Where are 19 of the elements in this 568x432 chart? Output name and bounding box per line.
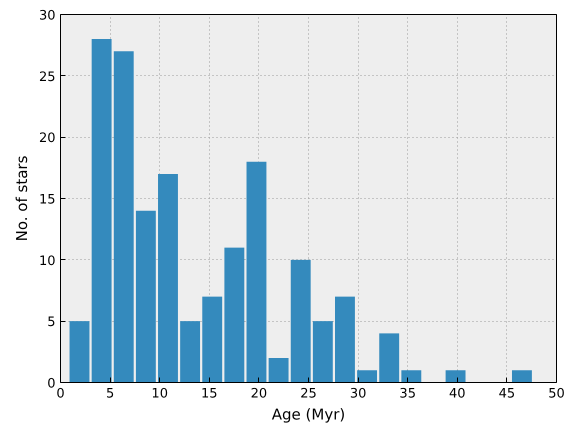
y-tick-label: 10 (38, 254, 56, 269)
x-tick-label: 50 (548, 386, 565, 402)
y-tick-label: 15 (38, 192, 56, 208)
y-tick-label: 20 (38, 131, 56, 146)
x-tick-label: 20 (250, 386, 268, 402)
x-tick-label: 5 (106, 386, 114, 402)
x-tick-label: 30 (350, 386, 366, 402)
x-tick-label: 35 (399, 386, 416, 402)
x-axis-title: Age (Myr) (272, 406, 346, 424)
x-tick-label: 40 (449, 386, 466, 402)
y-tick-label: 30 (38, 8, 56, 24)
x-tick-label: 15 (201, 386, 218, 402)
y-axis-title: No. of stars (12, 155, 31, 242)
y-tick-label: 0 (47, 376, 56, 392)
x-tick-label: 10 (151, 386, 168, 402)
y-tick-label: 25 (38, 70, 56, 85)
x-tick-label: 45 (498, 386, 516, 402)
y-tick-label: 5 (47, 315, 56, 330)
x-tick-label: 25 (300, 386, 317, 402)
